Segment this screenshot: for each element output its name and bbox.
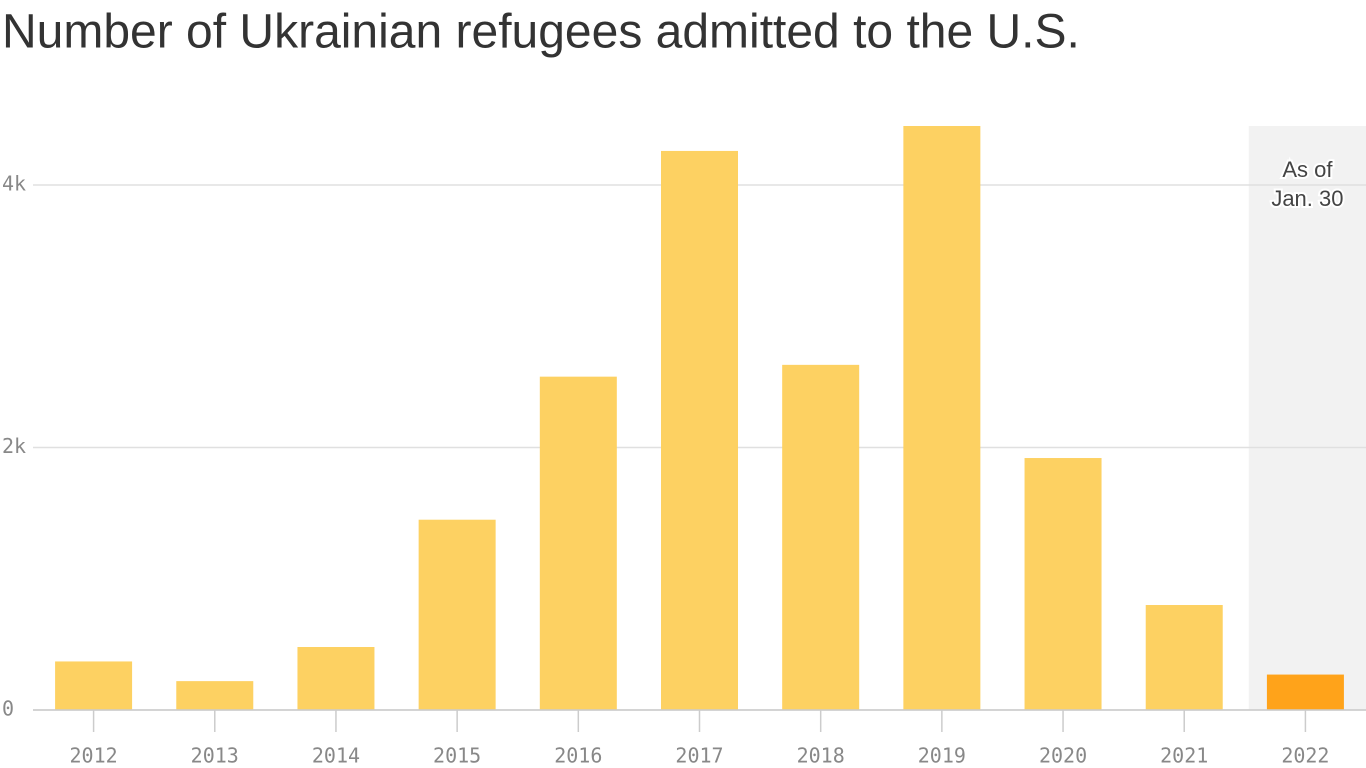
bar: [1266, 674, 1344, 710]
x-tick-label: 2013: [191, 744, 239, 768]
y-tick-label: 0: [2, 697, 14, 721]
x-tick-label: 2020: [1039, 744, 1087, 768]
bar: [297, 647, 375, 710]
chart-title: Number of Ukrainian refugees admitted to…: [2, 6, 1080, 59]
bar: [418, 519, 496, 710]
annotation: As of: [1282, 157, 1333, 182]
y-tick-label: 2k: [2, 434, 26, 458]
bar: [539, 376, 617, 710]
x-tick-label: 2012: [70, 744, 118, 768]
annotation: Jan. 30: [1271, 186, 1343, 211]
x-tick-label: 2014: [312, 744, 360, 768]
bar: [1145, 605, 1223, 710]
x-tick-label: 2021: [1160, 744, 1208, 768]
x-tick-label: 2017: [675, 744, 723, 768]
bar: [661, 150, 738, 711]
x-tick-label: 2019: [918, 744, 966, 768]
bar: [1024, 458, 1102, 710]
x-tick-label: 2016: [554, 744, 602, 768]
x-tick-label: 2022: [1281, 744, 1329, 768]
x-tick-label: 2015: [433, 744, 481, 768]
bar: [903, 126, 981, 710]
bar: [176, 681, 254, 710]
x-tick-label: 2018: [797, 744, 845, 768]
bar: [55, 661, 133, 710]
y-tick-label: 4k: [2, 172, 26, 196]
bar: [782, 364, 860, 710]
highlight-band: [1248, 126, 1366, 710]
